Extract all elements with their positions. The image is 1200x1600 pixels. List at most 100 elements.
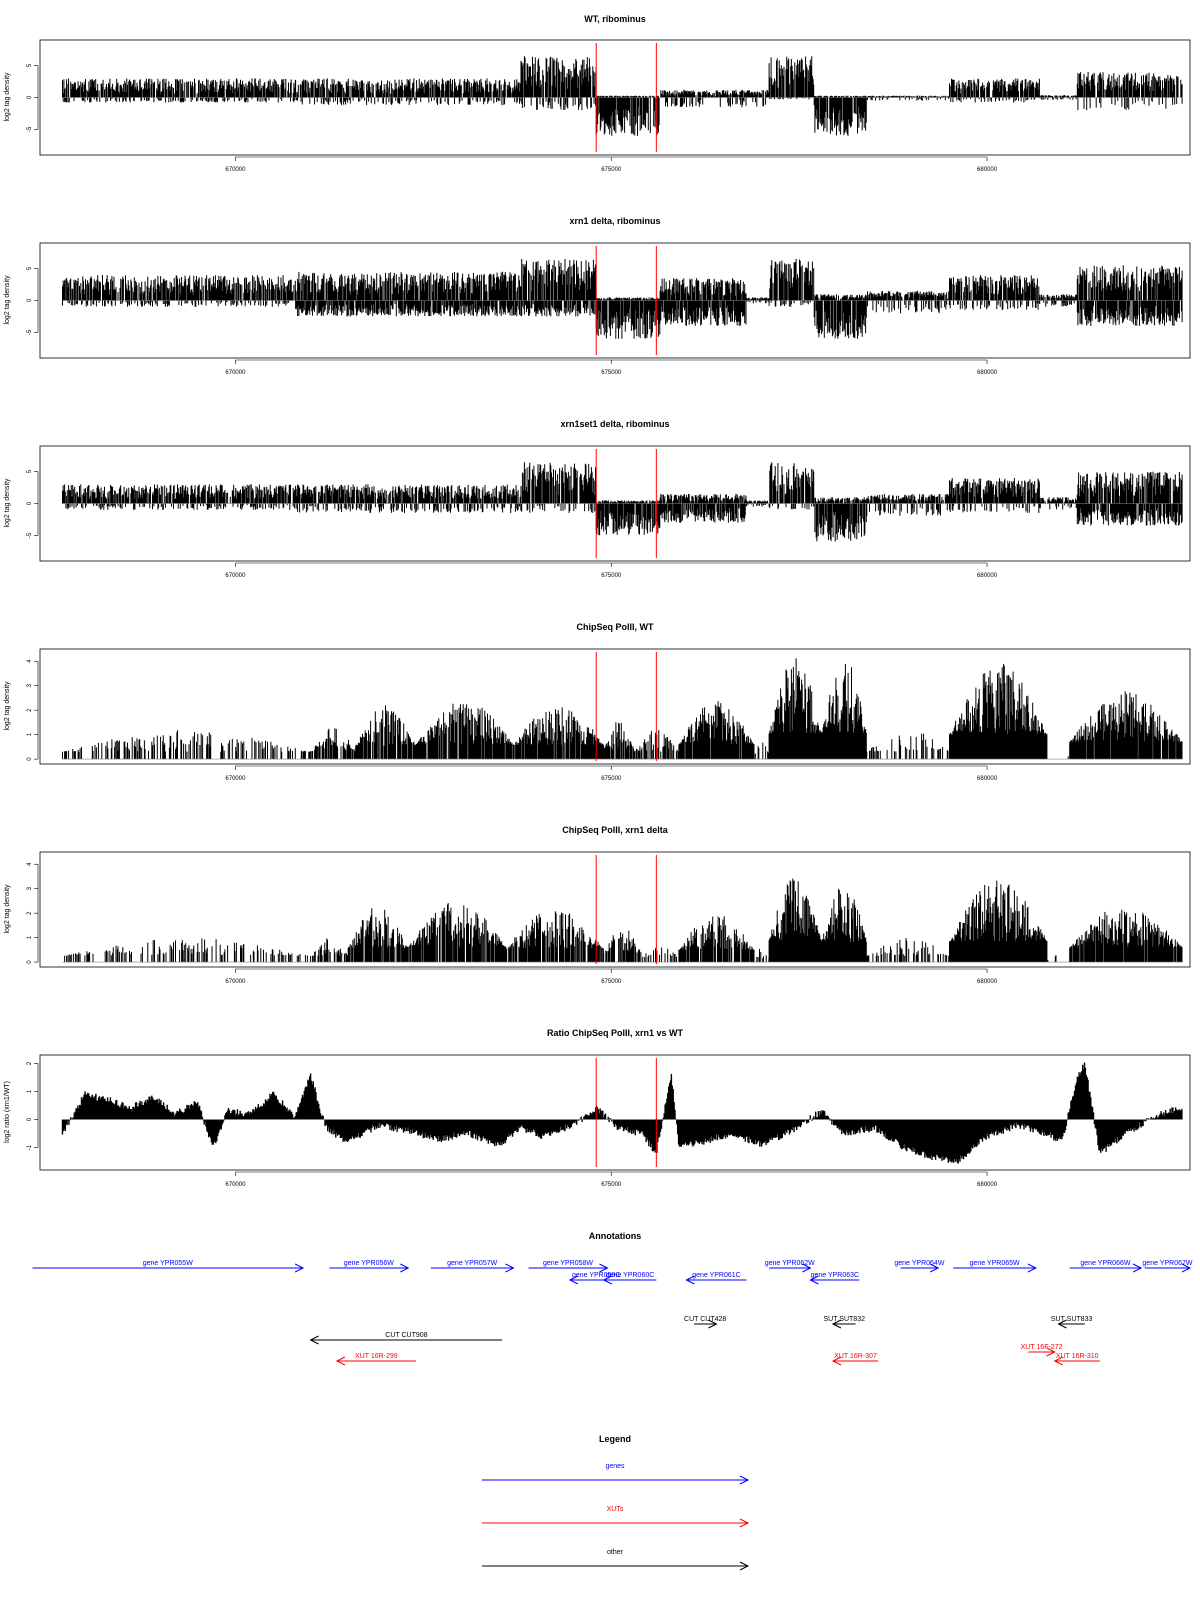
y-tick-label: 0 bbox=[27, 95, 33, 99]
data-bars bbox=[62, 259, 1183, 339]
arrow-head bbox=[599, 1263, 609, 1273]
legend-title: Legend bbox=[599, 1434, 631, 1444]
arrow-head bbox=[708, 1319, 718, 1329]
y-tick-label: 2 bbox=[27, 1061, 33, 1065]
plot-frame bbox=[39, 851, 1191, 968]
arrow-head bbox=[739, 1475, 750, 1485]
y-tick-label: 2 bbox=[27, 708, 33, 712]
x-tick-label: 670000 bbox=[225, 370, 246, 376]
annotation-item: XUT 16R-310 bbox=[1053, 1353, 1100, 1366]
annotation-arrow bbox=[528, 1263, 609, 1273]
panel-ratio: Ratio ChipSeq PolII, xrn1 vs WT log2 rat… bbox=[4, 1028, 1191, 1188]
y-tick-label: -1 bbox=[27, 1144, 33, 1150]
annotation-arrow bbox=[1053, 1356, 1100, 1366]
data-bars bbox=[62, 462, 1183, 542]
arrow-head bbox=[309, 1335, 319, 1345]
annotation-item: gene YPR067W bbox=[1142, 1260, 1193, 1273]
y-axis-label: log2 tag density bbox=[4, 884, 11, 934]
data-bars bbox=[64, 878, 1183, 963]
annotation-item: CUT CUT428 bbox=[684, 1316, 726, 1329]
x-tick-label: 675000 bbox=[601, 1182, 622, 1188]
y-tick-label: 1 bbox=[27, 935, 33, 939]
annotation-label: gene YPR065W bbox=[970, 1260, 1020, 1267]
panel-xrn1set1-ribominus: xrn1set1 delta, ribominus log2 tag densi… bbox=[4, 419, 1191, 579]
annotation-item: gene YPR064W bbox=[894, 1260, 945, 1273]
arrow-head bbox=[1132, 1263, 1143, 1273]
y-tick-label: 5 bbox=[27, 266, 33, 270]
arrow-head bbox=[929, 1263, 940, 1273]
x-tick-label: 675000 bbox=[601, 776, 622, 782]
annotation-item: SUT SUT833 bbox=[1051, 1316, 1093, 1329]
panel-title: Ratio ChipSeq PolII, xrn1 vs WT bbox=[547, 1028, 684, 1038]
annotation-label: gene YPR058W bbox=[543, 1260, 593, 1267]
annotation-item: SUT SUT832 bbox=[823, 1316, 865, 1329]
x-tick-label: 670000 bbox=[225, 979, 246, 985]
annotation-item: gene YPR065W bbox=[953, 1260, 1038, 1273]
plot-frame bbox=[39, 242, 1191, 359]
y-tick-label: 2 bbox=[27, 911, 33, 915]
y-tick-label: 0 bbox=[27, 1117, 33, 1121]
y-tick-label: 0 bbox=[27, 960, 33, 964]
annotation-arrow bbox=[430, 1263, 515, 1273]
annotation-label: gene YPR056W bbox=[344, 1260, 394, 1267]
arrow-head bbox=[505, 1263, 515, 1273]
y-tick-label: 1 bbox=[27, 1089, 33, 1093]
annotation-item: gene YPR058W bbox=[528, 1260, 609, 1273]
panel-title: ChipSeq PolII, xrn1 delta bbox=[562, 825, 669, 835]
plot-area: -5 0 5 670000 675000 680000 bbox=[27, 39, 1191, 173]
legend-arrow bbox=[482, 1518, 750, 1528]
arrow-head bbox=[294, 1263, 305, 1273]
annotation-arrow bbox=[309, 1335, 503, 1345]
y-tick-label: -5 bbox=[27, 126, 33, 132]
x-tick-label: 680000 bbox=[977, 573, 998, 579]
annotation-arrow bbox=[685, 1275, 747, 1285]
annotation-item: XUT 16R-307 bbox=[831, 1353, 879, 1366]
arrow-head bbox=[400, 1263, 410, 1273]
plot-frame bbox=[39, 39, 1191, 156]
y-axis-label: log2 ratio (xrn1/WT) bbox=[4, 1081, 11, 1143]
annotation-item: gene YPR060C bbox=[602, 1272, 657, 1285]
arrow-head bbox=[809, 1275, 819, 1285]
legend-panel: Legend genes XUTs other bbox=[482, 1434, 750, 1571]
arrow-head bbox=[568, 1275, 579, 1285]
annotation-label: gene YPR059C bbox=[572, 1272, 621, 1279]
legend-item: genes bbox=[482, 1463, 750, 1485]
annotations-panel: Annotations gene YPR055W gene YPR056W gene… bbox=[32, 1231, 1193, 1366]
annotation-arrow bbox=[693, 1319, 718, 1329]
y-tick-label: 5 bbox=[27, 469, 33, 473]
annotation-arrow bbox=[809, 1275, 860, 1285]
y-tick-label: 5 bbox=[27, 63, 33, 67]
annotation-item: gene YPR061C bbox=[685, 1272, 747, 1285]
annotation-item: XUT 16F-272 bbox=[1021, 1344, 1063, 1357]
y-tick-label: 3 bbox=[27, 886, 33, 890]
legend-item: XUTs bbox=[482, 1506, 750, 1528]
annotation-label: XUT 16F-272 bbox=[1021, 1344, 1063, 1351]
y-tick-label: 0 bbox=[27, 501, 33, 505]
plot-area: -1 0 1 2 670000 675000 680000 bbox=[27, 1054, 1191, 1188]
y-axis-label: log2 tag density bbox=[4, 478, 11, 528]
x-tick-label: 680000 bbox=[977, 1182, 998, 1188]
arrow-head bbox=[802, 1263, 812, 1273]
plot-frame bbox=[39, 648, 1191, 765]
annotation-label: gene YPR067W bbox=[1142, 1260, 1192, 1267]
y-tick-label: 4 bbox=[27, 862, 33, 866]
legend-items: genes XUTs other bbox=[482, 1463, 750, 1571]
annotation-arrow bbox=[335, 1356, 416, 1366]
panel-xrn1-ribominus: xrn1 delta, ribominus log2 tag density -… bbox=[4, 216, 1191, 376]
data-bars bbox=[62, 658, 1183, 760]
y-tick-label: 0 bbox=[27, 757, 33, 761]
annotation-label: SUT SUT833 bbox=[1051, 1316, 1093, 1323]
annotation-arrow bbox=[602, 1275, 657, 1285]
annotation-item: XUT 16R-299 bbox=[335, 1353, 416, 1366]
x-tick-label: 670000 bbox=[225, 1182, 246, 1188]
panel-wt-ribominus: WT, ribominus log2 tag density -5 0 5 67000… bbox=[4, 14, 1191, 173]
annotation-arrow bbox=[32, 1263, 305, 1273]
annotation-item: gene YPR057W bbox=[430, 1260, 515, 1273]
y-axis-label: log2 tag density bbox=[4, 681, 11, 731]
x-tick-label: 675000 bbox=[601, 370, 622, 376]
annotation-label: gene YPR066W bbox=[1080, 1260, 1130, 1267]
annotation-arrow bbox=[769, 1263, 812, 1273]
panel-title: ChipSeq PolII, WT bbox=[577, 622, 654, 632]
annotation-label: gene YPR055W bbox=[143, 1260, 193, 1267]
